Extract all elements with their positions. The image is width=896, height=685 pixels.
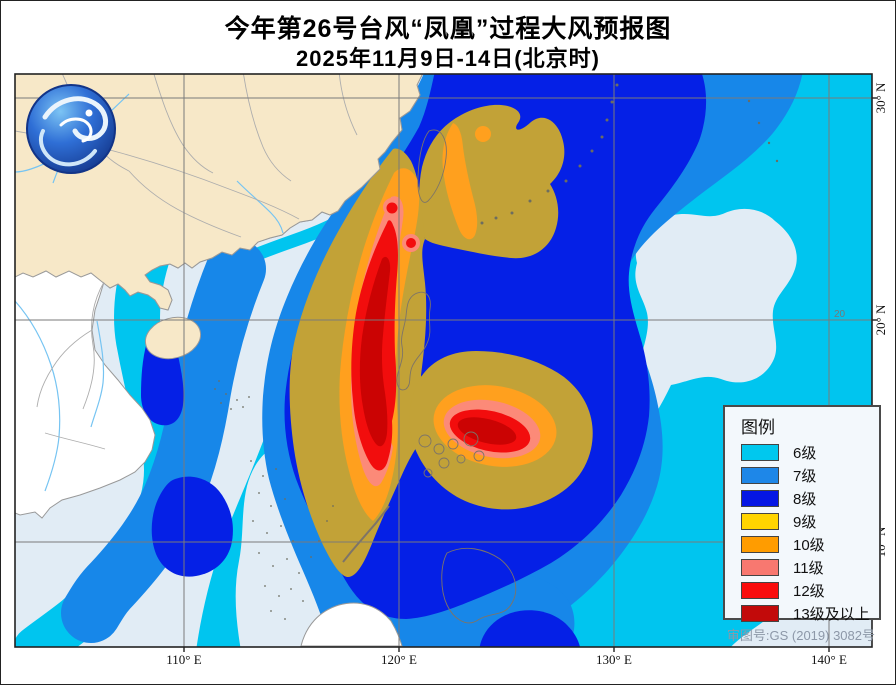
legend-swatch bbox=[741, 467, 779, 484]
legend-label: 11级 bbox=[793, 560, 824, 577]
legend-swatch bbox=[741, 536, 779, 553]
land-hainan bbox=[144, 316, 202, 360]
legend-items: 6级 7级 8级 9级 10级 11级 12级 13级及以上 bbox=[741, 441, 879, 625]
map-frame bbox=[14, 73, 873, 648]
legend-swatch bbox=[741, 513, 779, 530]
legend-item: 8级 bbox=[741, 487, 879, 510]
lon-label-130: 130° E bbox=[596, 652, 632, 667]
lat-label-20: 20° N bbox=[873, 304, 888, 335]
legend-swatch bbox=[741, 605, 779, 622]
legend-label: 7级 bbox=[793, 468, 817, 485]
map-title: 今年第26号台风“凤凰”过程大风预报图 bbox=[224, 15, 672, 43]
wind-layer-13 bbox=[359, 256, 517, 447]
legend-label: 8级 bbox=[793, 491, 817, 508]
island-outlines bbox=[342, 129, 517, 624]
island-taiwan bbox=[417, 129, 447, 203]
legend-swatch bbox=[741, 444, 779, 461]
legend-panel: 图例 6级 7级 8级 9级 10级 11级 12级 13级及以上 bbox=[723, 405, 881, 623]
legend-item: 6级 bbox=[741, 441, 879, 464]
legend-title: 图例 bbox=[741, 418, 775, 437]
legend-label: 12级 bbox=[793, 583, 825, 600]
legend-item: 13级及以上 bbox=[741, 602, 879, 625]
map-review-number: 审图号:GS (2019) 3082号 bbox=[726, 628, 875, 643]
lon-label-110: 110° E bbox=[166, 652, 201, 667]
lon-label-120: 120° E bbox=[381, 652, 417, 667]
admin-borders bbox=[15, 74, 358, 450]
legend-label: 13级及以上 bbox=[793, 606, 870, 623]
landmass bbox=[15, 74, 424, 647]
legend-swatch bbox=[741, 559, 779, 576]
island-mindanao bbox=[441, 547, 517, 624]
legend-swatch bbox=[741, 490, 779, 507]
legend-label: 9级 bbox=[793, 514, 817, 531]
lon-label-140: 140° E bbox=[811, 652, 847, 667]
legend-item: 9级 bbox=[741, 510, 879, 533]
lat-label-30: 30° N bbox=[873, 82, 888, 113]
cma-logo-icon bbox=[26, 84, 116, 174]
legend-label: 6级 bbox=[793, 445, 817, 462]
map-subtitle: 2025年11月9日-14日(北京时) bbox=[296, 46, 600, 71]
legend-label: 10级 bbox=[793, 537, 825, 554]
island-palawan bbox=[342, 505, 390, 563]
island-luzon bbox=[396, 291, 431, 391]
inline-grid-label: 20 bbox=[834, 309, 846, 320]
legend-item: 7级 bbox=[741, 464, 879, 487]
small-island-dots bbox=[214, 83, 779, 620]
legend-swatch bbox=[741, 582, 779, 599]
graticule bbox=[15, 74, 872, 647]
legend-item: 12级 bbox=[741, 579, 879, 602]
land-china bbox=[15, 74, 424, 311]
legend-item: 11级 bbox=[741, 556, 879, 579]
legend-item: 10级 bbox=[741, 533, 879, 556]
